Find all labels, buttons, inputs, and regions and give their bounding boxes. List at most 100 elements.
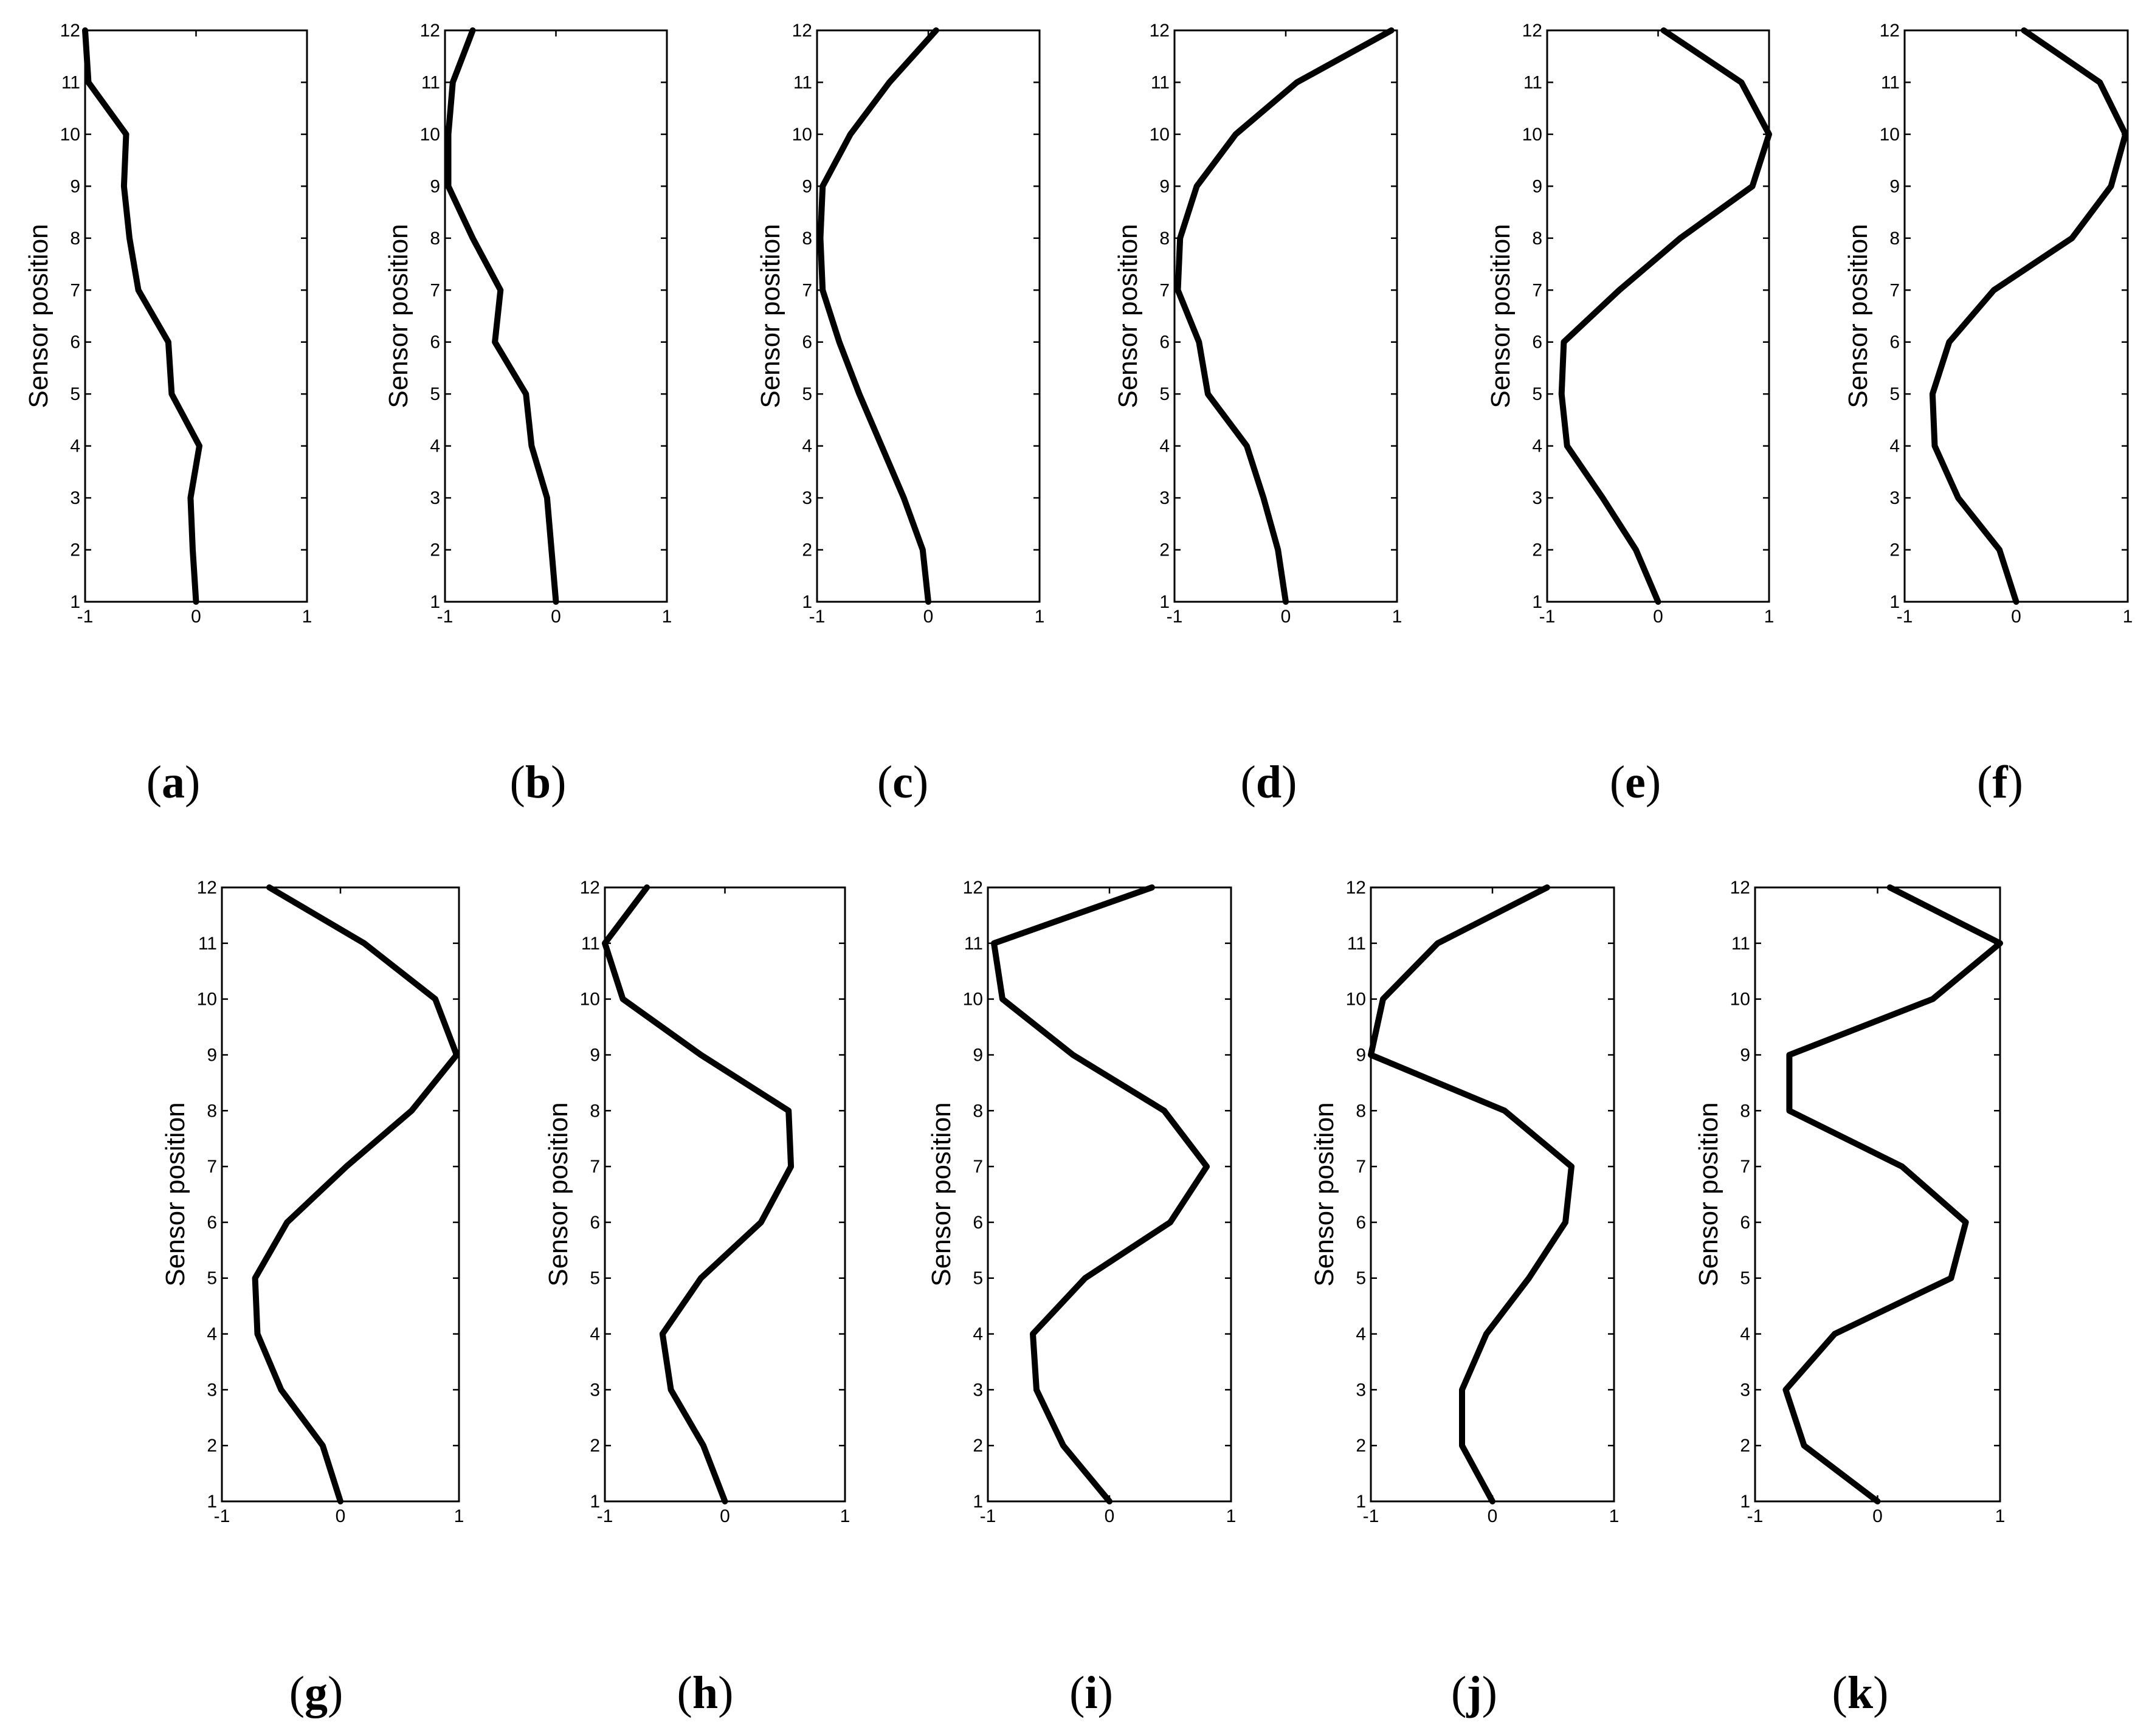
x-tick-label: 0 (923, 607, 934, 627)
y-tick-label: 11 (1881, 72, 1900, 92)
panel-label: (e) (1610, 757, 1661, 808)
y-tick-label: 11 (793, 72, 812, 92)
y-tick-label: 2 (1356, 1436, 1366, 1456)
y-tick-label: 3 (207, 1380, 217, 1400)
y-tick-label: 10 (197, 990, 217, 1010)
y-tick-label: 5 (973, 1269, 983, 1289)
y-tick-label: 7 (590, 1157, 600, 1177)
x-tick-label: 0 (191, 607, 201, 627)
x-tick-label: -1 (77, 607, 94, 627)
y-tick-label: 12 (1730, 878, 1750, 898)
y-tick-label: 2 (802, 540, 812, 560)
y-tick-label: 5 (802, 384, 812, 404)
y-tick-label: 6 (70, 332, 80, 353)
x-tick-label: -1 (980, 1506, 996, 1526)
y-tick-label: 2 (430, 540, 440, 560)
x-tick-label: 0 (1653, 607, 1663, 627)
y-tick-label: 9 (1532, 176, 1542, 196)
x-tick-label: 1 (1392, 607, 1402, 627)
y-tick-label: 7 (802, 280, 812, 300)
y-tick-label: 9 (973, 1045, 983, 1065)
y-tick-label: 11 (198, 934, 217, 954)
y-tick-label: 6 (1159, 332, 1170, 353)
y-tick-label: 10 (1522, 125, 1542, 145)
y-tick-label: 12 (792, 21, 812, 41)
y-tick-label: 6 (802, 332, 812, 353)
x-tick-label: -1 (214, 1506, 230, 1526)
y-tick-label: 1 (1356, 1492, 1366, 1512)
y-tick-label: 1 (1889, 592, 1900, 612)
y-axis-label: Sensor position (24, 224, 53, 408)
y-tick-label: 11 (421, 72, 440, 92)
plot-frame (987, 886, 1232, 1503)
y-tick-label: 3 (590, 1380, 600, 1400)
y-tick-label: 1 (1159, 592, 1170, 612)
x-tick-label: 0 (1872, 1506, 1883, 1526)
y-tick-label: 7 (1356, 1157, 1366, 1177)
y-tick-label: 12 (420, 21, 440, 41)
plot-frame (816, 29, 1041, 603)
y-tick-label: 6 (1740, 1213, 1750, 1233)
series-line (1368, 884, 1575, 1504)
y-tick-label: 11 (61, 72, 80, 92)
y-tick-label: 8 (430, 229, 440, 249)
y-tick-label: 7 (1532, 280, 1542, 300)
y-tick-label: 5 (1889, 384, 1900, 404)
x-tick-label: 1 (840, 1506, 850, 1526)
x-tick-label: 0 (551, 607, 561, 627)
panel-label: (d) (1241, 757, 1297, 808)
y-axis-label: Sensor position (384, 224, 413, 408)
y-tick-label: 6 (430, 332, 440, 353)
y-tick-label: 2 (1159, 540, 1170, 560)
y-tick-label: 4 (1532, 436, 1542, 456)
x-tick-label: 0 (2011, 607, 2021, 627)
panel-label: (i) (1069, 1667, 1113, 1718)
y-tick-label: 10 (963, 990, 983, 1010)
y-tick-label: 9 (430, 176, 440, 196)
y-tick-label: 3 (1740, 1380, 1750, 1400)
y-tick-label: 8 (207, 1101, 217, 1121)
x-tick-label: 1 (1995, 1506, 2006, 1526)
plot-frame (604, 886, 846, 1503)
y-axis-label: Sensor position (926, 1102, 956, 1286)
y-tick-label: 11 (1523, 72, 1542, 92)
y-tick-label: 5 (1532, 384, 1542, 404)
y-tick-label: 12 (60, 21, 80, 41)
y-tick-label: 10 (1346, 990, 1366, 1010)
y-tick-label: 6 (1356, 1213, 1366, 1233)
x-tick-label: 0 (720, 1506, 730, 1526)
y-tick-label: 8 (1532, 229, 1542, 249)
y-tick-label: 9 (207, 1045, 217, 1065)
y-tick-label: 12 (963, 878, 983, 898)
y-tick-label: 5 (70, 384, 80, 404)
x-tick-label: 1 (302, 607, 312, 627)
y-tick-label: 6 (590, 1213, 600, 1233)
y-tick-label: 12 (1522, 21, 1542, 41)
y-tick-label: 9 (1889, 176, 1900, 196)
y-tick-label: 6 (207, 1213, 217, 1233)
panel-label: (k) (1832, 1667, 1889, 1718)
series-line (602, 884, 795, 1504)
plot-frame (1173, 29, 1398, 603)
panel-label: (c) (877, 757, 928, 808)
y-tick-label: 10 (792, 125, 812, 145)
x-tick-label: 0 (1281, 607, 1291, 627)
y-tick-label: 3 (1356, 1380, 1366, 1400)
y-tick-label: 11 (581, 934, 600, 954)
y-tick-label: 7 (1159, 280, 1170, 300)
series-line (445, 27, 559, 605)
y-tick-label: 1 (1532, 592, 1542, 612)
y-tick-label: 8 (590, 1101, 600, 1121)
y-tick-label: 3 (802, 488, 812, 508)
y-tick-label: 5 (430, 384, 440, 404)
y-tick-label: 10 (580, 990, 600, 1010)
y-tick-label: 1 (70, 592, 80, 612)
plot-frame (1903, 29, 2129, 603)
y-tick-label: 12 (197, 878, 217, 898)
y-tick-label: 12 (1346, 878, 1366, 898)
y-tick-label: 2 (590, 1436, 600, 1456)
